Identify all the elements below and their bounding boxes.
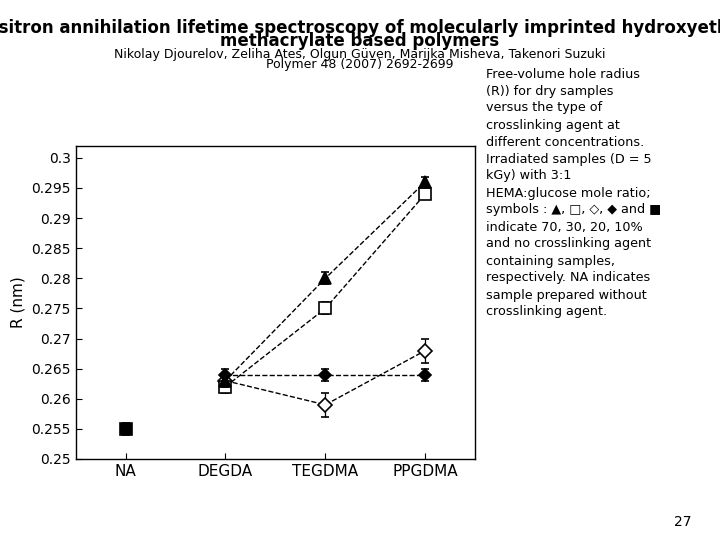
Text: Positron annihilation lifetime spectroscopy of molecularly imprinted hydroxyethy: Positron annihilation lifetime spectrosc… xyxy=(0,19,720,37)
Text: 27: 27 xyxy=(674,515,691,529)
Text: Polymer 48 (2007) 2692-2699: Polymer 48 (2007) 2692-2699 xyxy=(266,58,454,71)
Text: Nikolay Djourelov, Zeliha Ates, Olgun Güven, Marijka Misheva, Takenori Suzuki: Nikolay Djourelov, Zeliha Ates, Olgun Gü… xyxy=(114,48,606,60)
Text: Free-volume hole radius
(R)) for dry samples
versus the type of
crosslinking age: Free-volume hole radius (R)) for dry sam… xyxy=(486,68,661,319)
Y-axis label: R (nm): R (nm) xyxy=(11,276,26,328)
Text: methacrylate based polymers: methacrylate based polymers xyxy=(220,32,500,50)
